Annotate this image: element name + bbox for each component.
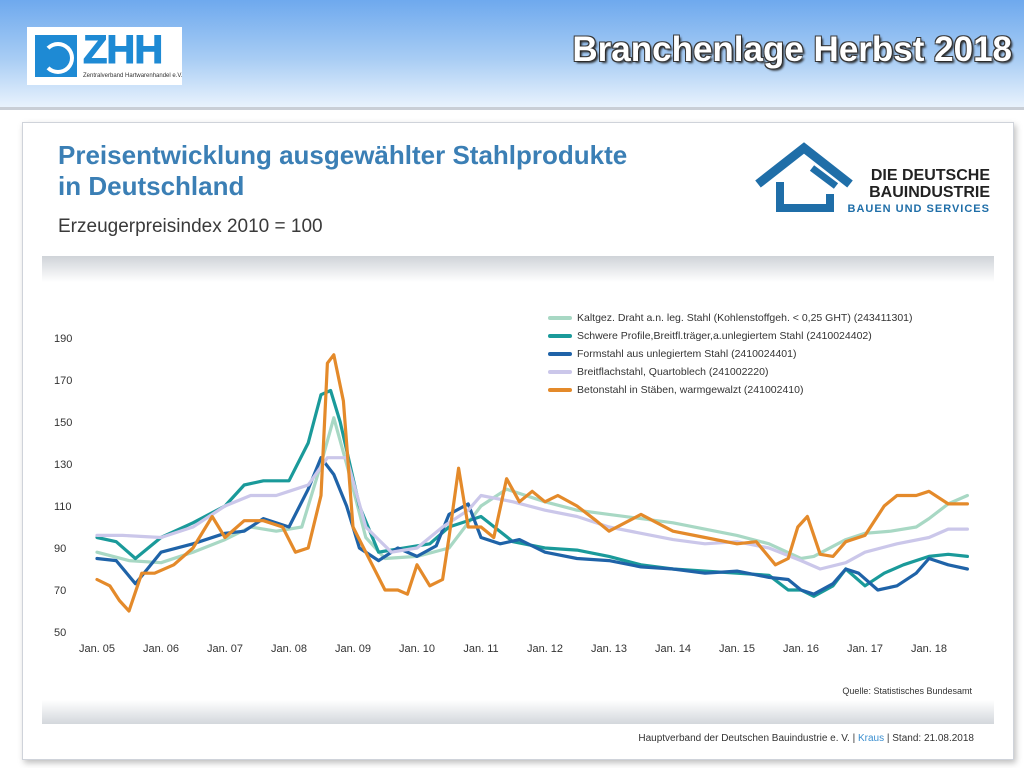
x-tick-label: Jan. 07 <box>207 643 243 655</box>
legend-swatch <box>548 370 572 374</box>
footer-suffix: | Stand: 21.08.2018 <box>884 733 974 744</box>
slide-title: Branchenlage Herbst 2018 <box>572 30 1012 69</box>
legend-item: Breitflachstahl, Quartoblech (241002220) <box>548 363 913 381</box>
x-tick-label: Jan. 15 <box>719 643 755 655</box>
zhh-logo-subtitle: Zentralverband Hartwarenhandel e.V. <box>83 73 183 79</box>
legend-swatch <box>548 352 572 356</box>
x-tick-label: Jan. 16 <box>783 643 819 655</box>
chart-band-bottom <box>42 700 994 724</box>
zhh-logo: ZHH Zentralverband Hartwarenhandel e.V. <box>27 27 183 85</box>
x-tick-label: Jan. 09 <box>335 643 371 655</box>
chart-band-top <box>42 256 994 282</box>
zhh-logo-text: ZHH <box>82 28 163 73</box>
legend-label: Breitflachstahl, Quartoblech (241002220) <box>577 366 769 378</box>
bau-logo-line1: DIE DEUTSCHE <box>870 167 990 184</box>
bau-logo-tagline: BAUEN UND SERVICES <box>847 203 990 215</box>
legend-label: Betonstahl in Stäben, warmgewalzt (24100… <box>577 384 804 396</box>
x-tick-label: Jan. 18 <box>911 643 947 655</box>
chart-legend: Kaltgez. Draht a.n. leg. Stahl (Kohlenst… <box>548 309 913 399</box>
x-tick-label: Jan. 13 <box>591 643 627 655</box>
footer-author: Kraus <box>857 733 885 744</box>
chart-source: Quelle: Statistisches Bundesamt <box>842 686 972 696</box>
legend-label: Schwere Profile,Breitfl.träger,a.unlegie… <box>577 330 872 342</box>
house-icon <box>755 142 853 212</box>
x-tick-label: Jan. 11 <box>463 643 498 655</box>
bau-logo-text: DIE DEUTSCHE BAUINDUSTRIE <box>830 167 990 201</box>
series-line-5 <box>95 353 970 613</box>
y-tick-label: 50 <box>54 627 66 639</box>
legend-item: Betonstahl in Stäben, warmgewalzt (24100… <box>548 381 913 399</box>
header-divider <box>0 107 1024 110</box>
zhh-logo-mark-icon <box>35 35 77 77</box>
bau-logo-line2: BAUINDUSTRIE <box>869 184 990 201</box>
legend-swatch <box>548 316 572 320</box>
legend-swatch <box>548 388 572 392</box>
x-tick-label: Jan. 14 <box>655 643 691 655</box>
y-tick-label: 150 <box>54 417 72 429</box>
legend-swatch <box>548 334 572 338</box>
legend-label: Formstahl aus unlegiertem Stahl (2410024… <box>577 348 797 360</box>
y-tick-label: 110 <box>54 501 72 513</box>
chart-title: Preisentwicklung ausgewählter Stahlprodu… <box>58 140 627 202</box>
bauindustrie-logo <box>738 138 996 222</box>
y-tick-label: 170 <box>54 375 72 387</box>
y-tick-label: 130 <box>54 459 72 471</box>
legend-item: Kaltgez. Draht a.n. leg. Stahl (Kohlenst… <box>548 309 913 327</box>
legend-label: Kaltgez. Draht a.n. leg. Stahl (Kohlenst… <box>577 312 913 324</box>
x-tick-label: Jan. 10 <box>399 643 435 655</box>
footer-prefix: Hauptverband der Deutschen Bauindustrie … <box>638 733 858 744</box>
x-tick-label: Jan. 05 <box>79 643 115 655</box>
x-tick-label: Jan. 12 <box>527 643 563 655</box>
footer: Hauptverband der Deutschen Bauindustrie … <box>638 733 974 744</box>
y-tick-label: 90 <box>54 543 66 555</box>
y-tick-label: 70 <box>54 585 66 597</box>
chart-title-line2: in Deutschland <box>58 171 245 201</box>
y-tick-label: 190 <box>54 333 72 345</box>
x-tick-label: Jan. 17 <box>847 643 883 655</box>
chart-title-line1: Preisentwicklung ausgewählter Stahlprodu… <box>58 140 628 170</box>
legend-item: Formstahl aus unlegiertem Stahl (2410024… <box>548 345 913 363</box>
chart-subtitle: Erzeugerpreisindex 2010 = 100 <box>58 216 323 237</box>
legend-item: Schwere Profile,Breitfl.träger,a.unlegie… <box>548 327 913 345</box>
series-line-4 <box>95 456 970 571</box>
series-line-3 <box>95 456 970 596</box>
chart-card <box>22 122 1014 760</box>
x-tick-label: Jan. 08 <box>271 643 307 655</box>
x-tick-label: Jan. 06 <box>143 643 179 655</box>
